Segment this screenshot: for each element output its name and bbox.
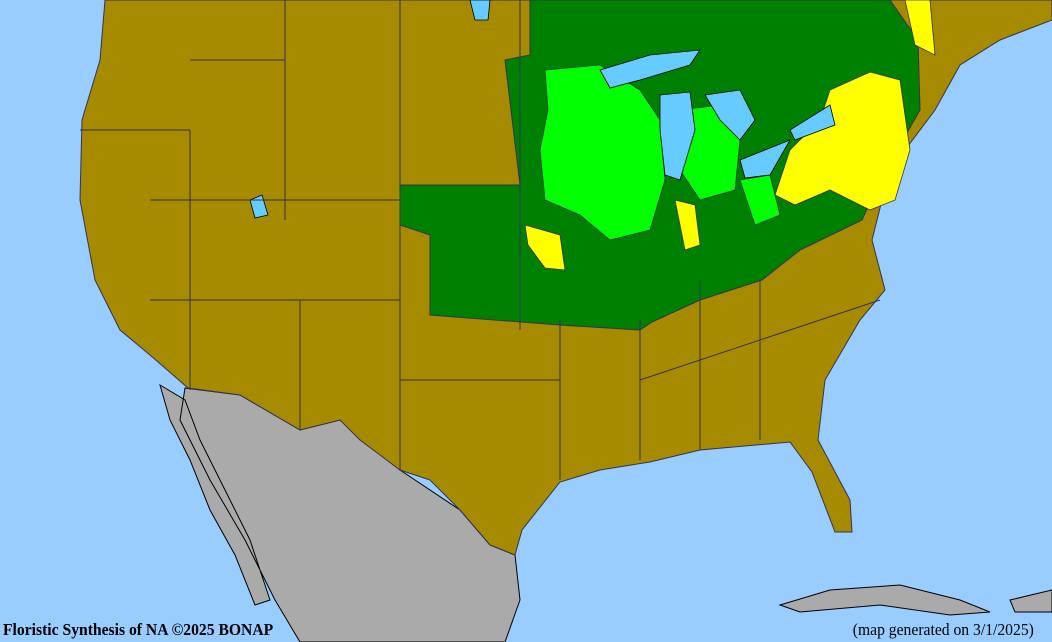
lakes [249, 0, 836, 219]
state-borders [80, 0, 881, 480]
mexico-land [159, 383, 1052, 642]
range-rare-yellow [524, 0, 936, 271]
credit-label: Floristic Synthesis of NA ©2025 BONAP [3, 620, 274, 639]
generated-date-label: (map generated on 3/1/2025) [852, 620, 1034, 639]
